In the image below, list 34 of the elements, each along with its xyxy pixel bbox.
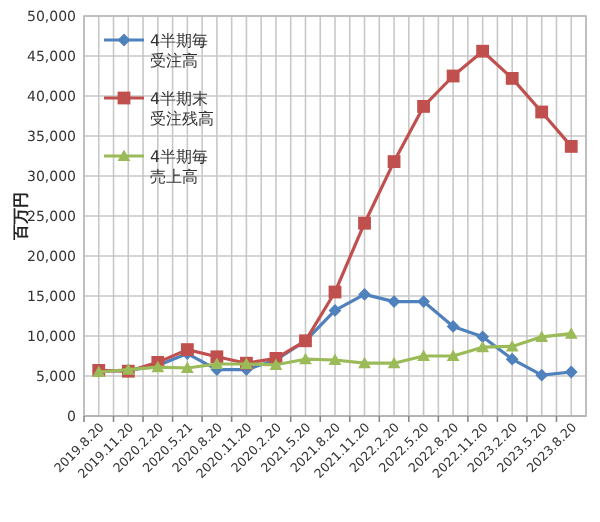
- point: [535, 330, 549, 342]
- point: [505, 72, 519, 85]
- point: [476, 330, 490, 344]
- point: [417, 100, 430, 113]
- point: [564, 140, 578, 153]
- point: [417, 295, 430, 308]
- point: [358, 356, 371, 369]
- point: [476, 44, 490, 58]
- point: [358, 216, 371, 230]
- point: [387, 295, 401, 308]
- point: [446, 349, 460, 362]
- point: [476, 340, 490, 353]
- point: [505, 352, 519, 366]
- legend-label: 4半期毎受注高: [150, 32, 209, 70]
- point: [446, 69, 460, 83]
- point: [210, 357, 224, 370]
- point: [417, 349, 430, 362]
- point: [358, 288, 371, 301]
- y-axis-title: 百万円: [12, 192, 30, 242]
- point: [269, 358, 283, 370]
- legend-label: 4半期末受注残高: [150, 90, 214, 128]
- point: [328, 304, 342, 317]
- point: [328, 353, 342, 366]
- point: [564, 327, 578, 339]
- point: [505, 340, 519, 352]
- point: [387, 356, 401, 369]
- point: [535, 368, 549, 382]
- point: [535, 105, 549, 119]
- point: [446, 320, 460, 333]
- point: [564, 365, 578, 379]
- point: [387, 155, 401, 168]
- legend-label: 4半期毎売上高: [150, 148, 209, 186]
- point: [299, 352, 312, 365]
- point: [180, 361, 194, 374]
